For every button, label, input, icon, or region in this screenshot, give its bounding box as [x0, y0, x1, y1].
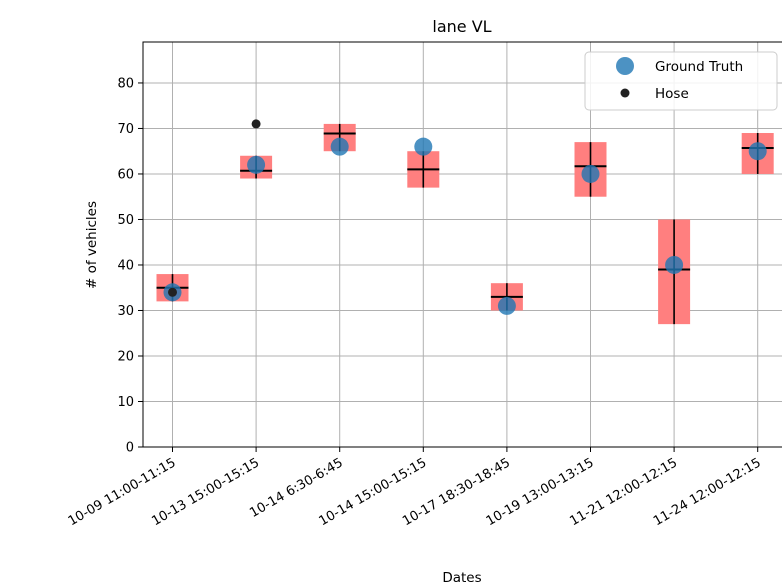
y-tick-label: 30	[117, 304, 134, 319]
hose-point	[251, 119, 261, 129]
ground-truth-point	[581, 164, 600, 183]
ground-truth-point	[414, 137, 433, 156]
ground-truth-point	[497, 296, 516, 315]
x-axis-label: Dates	[442, 570, 481, 585]
legend-marker-ground-truth	[616, 57, 634, 75]
ground-truth-point	[247, 155, 266, 174]
y-axis-label: # of vehicles	[84, 201, 100, 289]
hose-point	[168, 287, 177, 297]
legend-label-ground-truth: Ground Truth	[655, 59, 743, 75]
y-tick-label: 60	[117, 167, 134, 182]
data-points	[163, 119, 767, 315]
legend: Ground Truth Hose	[584, 51, 778, 111]
y-tick-label: 80	[117, 76, 134, 91]
axes-frame	[142, 41, 782, 448]
legend-marker-hose	[620, 88, 630, 98]
y-tick-label: 70	[117, 122, 134, 137]
ground-truth-point	[748, 142, 767, 161]
legend-label-hose: Hose	[655, 86, 689, 102]
ground-truth-point	[330, 137, 349, 156]
chart-title: lane VL	[432, 17, 491, 36]
y-tick-label: 0	[126, 441, 134, 456]
y-tick-label: 50	[117, 213, 134, 228]
y-tick-label: 20	[117, 349, 134, 364]
ground-truth-point	[665, 255, 684, 274]
y-tick-label: 40	[117, 258, 134, 273]
grid	[143, 42, 782, 448]
y-tick-label: 10	[117, 395, 134, 410]
